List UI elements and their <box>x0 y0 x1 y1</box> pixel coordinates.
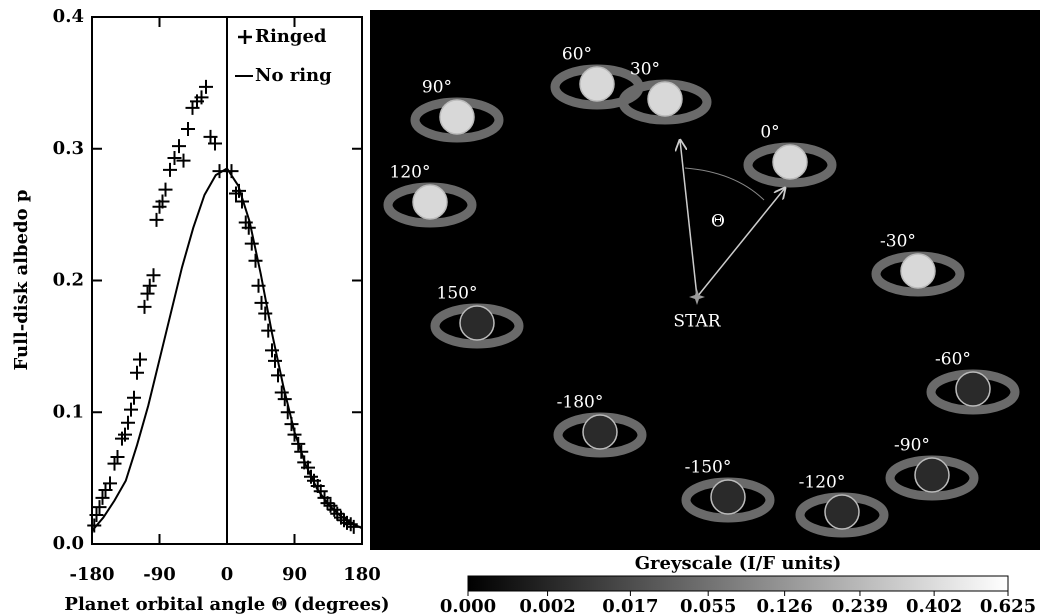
planet <box>582 414 618 450</box>
star <box>689 289 705 305</box>
data-point <box>146 268 161 283</box>
y-tick-label: 0.4 <box>53 6 84 27</box>
angle-label: 0° <box>760 123 779 143</box>
data-point <box>199 79 213 94</box>
x-axis-label: Planet orbital angle Θ (degrees) <box>64 594 389 615</box>
angle-label: 120° <box>390 163 431 183</box>
data-point <box>142 278 157 293</box>
colorbar-tick-label: 0.126 <box>756 596 812 616</box>
data-point <box>110 450 125 465</box>
planet <box>412 184 448 220</box>
angle-arc <box>684 167 765 201</box>
legend-marker <box>238 30 252 44</box>
colorbar-tick-label: 0.002 <box>519 596 575 616</box>
colorbar <box>467 575 1009 592</box>
y-axis-label: Full-disk albedo p <box>11 190 32 371</box>
angle-label: 150° <box>437 284 478 304</box>
angle-label: -90° <box>894 436 930 456</box>
angle-label: 30° <box>630 60 660 80</box>
x-tick-label: 90 <box>282 564 307 585</box>
data-point <box>241 220 256 235</box>
arrow <box>696 188 785 298</box>
colorbar-tick-label: 0.017 <box>602 596 658 616</box>
angle-label: -30° <box>880 232 916 252</box>
data-point <box>130 365 144 380</box>
data-point <box>133 352 147 367</box>
colorbar-tick-label: 0.055 <box>680 596 736 616</box>
legend-label: Ringed <box>255 26 327 47</box>
y-tick-label: 0.2 <box>53 270 84 291</box>
x-tick-label: -180 <box>69 564 114 585</box>
data-point <box>149 212 164 227</box>
data-point <box>87 518 102 533</box>
data-point <box>268 353 282 368</box>
data-point <box>167 150 182 165</box>
x-tick-label: -90 <box>143 564 176 585</box>
star-label: STAR <box>673 312 721 332</box>
data-point <box>89 508 104 523</box>
planet <box>459 305 495 341</box>
data-point <box>248 253 263 268</box>
data-point <box>137 299 152 314</box>
data-point <box>124 402 138 417</box>
colorbar-tick-label: 0.625 <box>980 596 1036 616</box>
planet <box>710 479 746 515</box>
x-tick-label: 0 <box>221 564 234 585</box>
data-point <box>155 194 170 209</box>
data-point <box>118 427 132 442</box>
data-point <box>176 153 191 168</box>
colorbar-tick-label: 0.000 <box>440 596 496 616</box>
angle-symbol: Θ <box>711 212 725 232</box>
colorbar-tick-label: 0.239 <box>832 596 888 616</box>
data-point <box>172 139 186 154</box>
colorbar-title: Greyscale (I/F units) <box>635 553 842 574</box>
data-point <box>244 236 259 251</box>
planets <box>383 64 1020 538</box>
angle-label: -180° <box>557 393 604 413</box>
data-point <box>163 162 177 177</box>
data-point <box>127 390 141 405</box>
planet <box>914 457 950 493</box>
planet <box>900 253 936 289</box>
colorbar-tick-label: 0.402 <box>906 596 962 616</box>
data-point <box>103 476 117 491</box>
data-point <box>271 368 285 383</box>
angle-label: 60° <box>562 45 592 65</box>
data-line <box>91 167 363 532</box>
data-point <box>140 286 155 301</box>
data-point <box>208 136 222 151</box>
angle-label: 90° <box>422 78 452 98</box>
y-tick-label: 0.0 <box>53 533 84 554</box>
angle-label: -120° <box>799 473 846 493</box>
planet <box>955 371 991 407</box>
x-tick-label: 180 <box>343 564 381 585</box>
angle-label: -60° <box>935 350 971 370</box>
data-point <box>194 90 209 105</box>
arrow <box>680 140 698 298</box>
legend-label: No ring <box>255 65 332 86</box>
data-point <box>121 415 135 430</box>
data-point <box>158 182 173 197</box>
data-point <box>258 306 273 321</box>
data-point <box>181 121 195 136</box>
data-point <box>92 500 107 515</box>
planet <box>647 81 683 117</box>
planet <box>579 66 615 102</box>
y-tick-label: 0.1 <box>53 401 84 422</box>
planet <box>439 99 475 135</box>
data-point <box>261 323 276 338</box>
planet <box>824 494 860 530</box>
y-tick-label: 0.3 <box>53 138 84 159</box>
data-point <box>95 490 110 505</box>
planet <box>772 144 808 180</box>
angle-label: -150° <box>685 458 732 478</box>
data-point <box>107 456 122 471</box>
data-point <box>274 385 289 400</box>
